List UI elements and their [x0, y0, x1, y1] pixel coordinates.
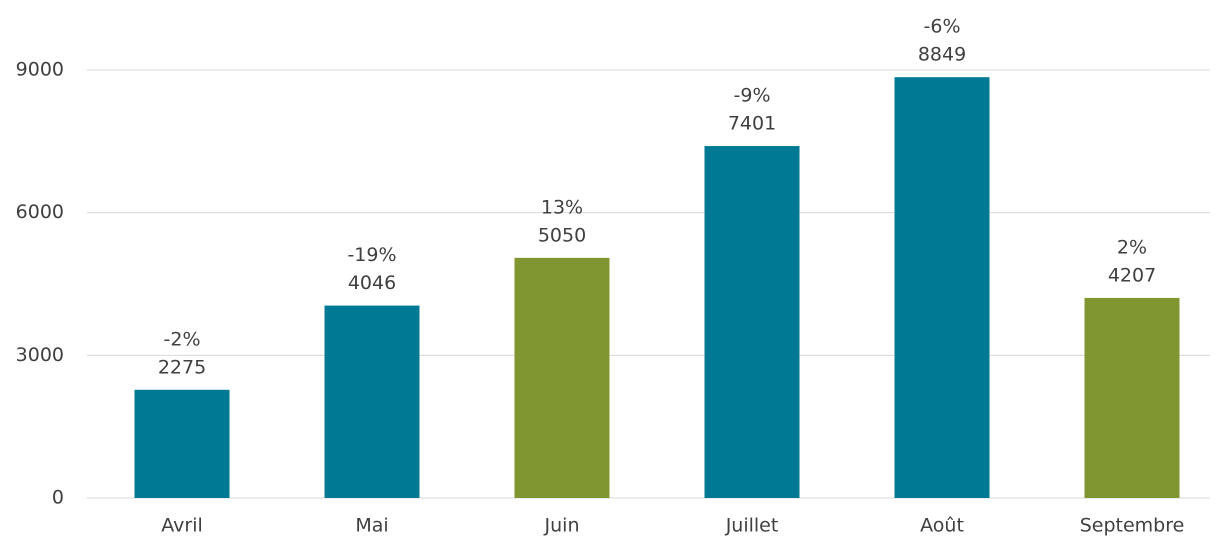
- y-tick-label: 0: [52, 487, 64, 509]
- change-label: 13%: [541, 196, 583, 218]
- x-tick-label: Août: [920, 515, 964, 537]
- value-label: 4046: [348, 272, 396, 294]
- x-tick-label: Avril: [161, 515, 203, 537]
- y-tick-label: 9000: [16, 59, 64, 81]
- value-label: 2275: [158, 356, 206, 378]
- bar: [704, 146, 800, 499]
- change-label: 2%: [1117, 236, 1147, 258]
- value-label: 4207: [1108, 264, 1156, 286]
- x-tick-label: Juin: [544, 515, 580, 537]
- change-label: -2%: [164, 328, 201, 350]
- value-label: 8849: [918, 44, 966, 66]
- y-tick-label: 6000: [16, 201, 64, 223]
- value-label: 5050: [538, 224, 586, 246]
- change-label: -19%: [347, 244, 396, 266]
- bar: [1084, 297, 1180, 498]
- bar: [894, 77, 990, 499]
- change-label: -9%: [734, 85, 771, 107]
- x-tick-label: Juillet: [725, 515, 779, 537]
- bar: [134, 389, 230, 498]
- bar: [324, 305, 420, 498]
- value-label: 7401: [728, 113, 776, 135]
- change-label: -6%: [924, 16, 961, 38]
- x-tick-label: Mai: [355, 515, 388, 537]
- x-tick-label: Septembre: [1080, 515, 1185, 537]
- bar: [514, 257, 610, 498]
- y-tick-label: 3000: [16, 344, 64, 366]
